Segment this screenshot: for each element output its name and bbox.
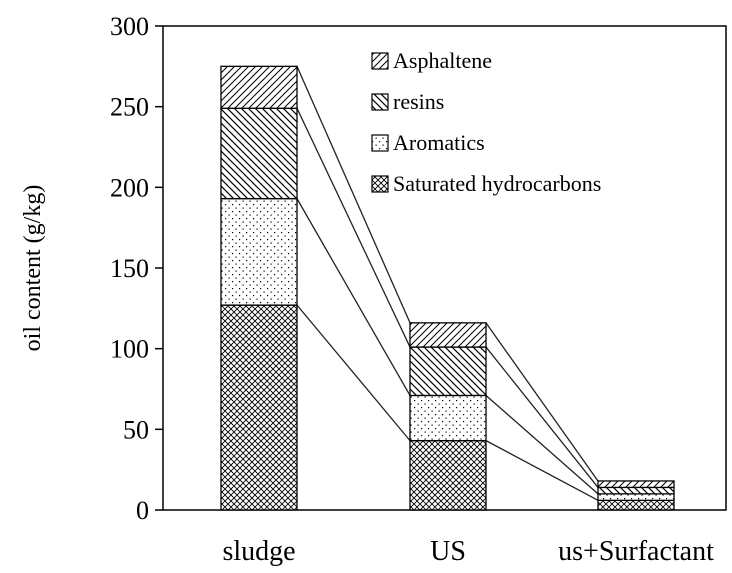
bar-segment-asphaltene-us-surfactant bbox=[597, 480, 675, 489]
legend-label: resins bbox=[393, 89, 444, 114]
bar-segment-aromatics-sludge bbox=[220, 197, 298, 306]
bars bbox=[220, 65, 675, 511]
y-axis: 0 50 100 150 200 250 300 bbox=[110, 12, 163, 525]
connector-line-aromatics bbox=[296, 198, 411, 396]
bar-segment-resins-us bbox=[409, 346, 487, 397]
bar-segment-saturated-hydrocarbons-us-surfactant bbox=[597, 499, 675, 511]
category-label: US bbox=[430, 536, 466, 567]
legend-swatch-asphaltene bbox=[371, 52, 389, 70]
bar-segment-asphaltene-us bbox=[409, 322, 487, 348]
legend-swatch-aromatics bbox=[371, 134, 389, 152]
category-label: us+Surfactant bbox=[558, 536, 714, 567]
connector-line-resins bbox=[296, 108, 411, 348]
legend-swatch-resins bbox=[371, 93, 389, 111]
bar-segment-saturated-hydrocarbons-us bbox=[409, 439, 487, 511]
y-tick-label: 250 bbox=[110, 93, 149, 122]
legend-label: Saturated hydrocarbons bbox=[393, 171, 601, 196]
bar-segment-saturated-hydrocarbons-sludge bbox=[220, 304, 298, 511]
bar-segment-asphaltene-sludge bbox=[220, 65, 298, 109]
connector-line-saturated-hydrocarbons bbox=[485, 440, 599, 501]
y-tick-label: 0 bbox=[136, 496, 149, 525]
bar-segment-aromatics-us bbox=[409, 394, 487, 442]
x-axis: sludge US us+Surfactant bbox=[222, 536, 714, 567]
connector-line-aromatics bbox=[485, 394, 599, 495]
bar-segment-aromatics-us-surfactant bbox=[597, 493, 675, 501]
bar-segment-resins-sludge bbox=[220, 107, 298, 200]
legend-label: Aromatics bbox=[393, 130, 485, 155]
y-axis-label: oil content (g/kg) bbox=[20, 185, 46, 352]
legend: Asphaltene resins Aromatics Saturated hydro… bbox=[371, 48, 601, 196]
connector-line-saturated-hydrocarbons bbox=[296, 304, 411, 442]
bar-segment-resins-us-surfactant bbox=[597, 486, 675, 495]
y-tick-label: 200 bbox=[110, 173, 149, 202]
connector-line-asphaltene bbox=[296, 66, 411, 324]
legend-label: Asphaltene bbox=[393, 48, 492, 73]
connector-line-resins bbox=[485, 346, 599, 488]
y-tick-label: 100 bbox=[110, 335, 149, 364]
connector-line-asphaltene bbox=[485, 322, 599, 482]
connector-lines bbox=[296, 66, 599, 501]
y-tick-label: 150 bbox=[110, 254, 149, 283]
y-tick-label: 50 bbox=[123, 415, 149, 444]
y-tick-label: 300 bbox=[110, 12, 149, 41]
category-label: sludge bbox=[222, 536, 295, 567]
legend-swatch-saturated-hydrocarbons bbox=[371, 175, 389, 193]
